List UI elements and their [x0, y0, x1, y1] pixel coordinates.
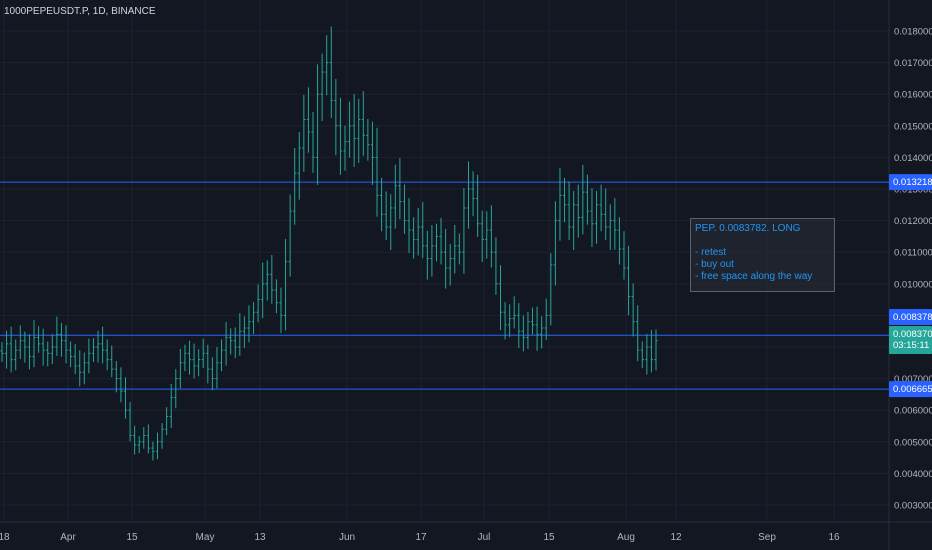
x-tick-label: 17	[415, 532, 427, 543]
x-tick-label: 12	[670, 532, 682, 543]
price-badges: 0.0132186 0.0083782 0.008370203:15:11 0.006…	[889, 174, 932, 398]
x-tick-label: Jul	[478, 532, 491, 543]
last-price-badge-text: 03:15:11	[893, 340, 929, 351]
x-tick-label: Sep	[758, 532, 776, 543]
x-tick-label: 18	[0, 532, 10, 543]
note-line-buy-out: - buy out	[695, 259, 734, 270]
candles	[0, 26, 658, 461]
level-badge-low-text: 0.0066656	[893, 384, 932, 395]
last-price-badge-text: 0.0083702	[893, 329, 932, 340]
x-tick-label: Aug	[617, 532, 635, 543]
x-tick-label: 16	[828, 532, 840, 543]
y-tick-label: 0.0030000	[894, 501, 932, 512]
x-tick-label: 13	[254, 532, 266, 543]
level-badge-high-bg	[889, 174, 932, 191]
note-title: PEP. 0.0083782. LONG	[695, 223, 801, 234]
level-badge-low-bg	[889, 381, 932, 398]
last-price-badge-bg	[889, 326, 932, 354]
x-tick-label: May	[196, 532, 215, 543]
note-line-retest: - retest	[695, 247, 727, 258]
level-badge-high-text: 0.0132186	[893, 177, 932, 188]
x-tick-label: 15	[543, 532, 555, 543]
time-axis[interactable]: 18 Apr 15 May 13 Jun 17 Jul 15 Aug 12 Sep 16	[0, 532, 840, 543]
alert-badge-text: 0.0083782	[893, 312, 932, 323]
trade-note-box[interactable]: PEP. 0.0083782. LONG - retest - buy out …	[690, 218, 835, 292]
symbol-title: 1000PEPEUSDT.P, 1D, BINANCE	[4, 6, 156, 17]
x-tick-label: Apr	[60, 532, 76, 543]
alert-badge-bg	[889, 309, 932, 325]
x-tick-label: 15	[126, 532, 138, 543]
horizontal-levels[interactable]	[0, 181, 889, 390]
note-line-free-space: - free space along the way	[695, 271, 813, 282]
x-tick-label: Jun	[339, 532, 355, 543]
